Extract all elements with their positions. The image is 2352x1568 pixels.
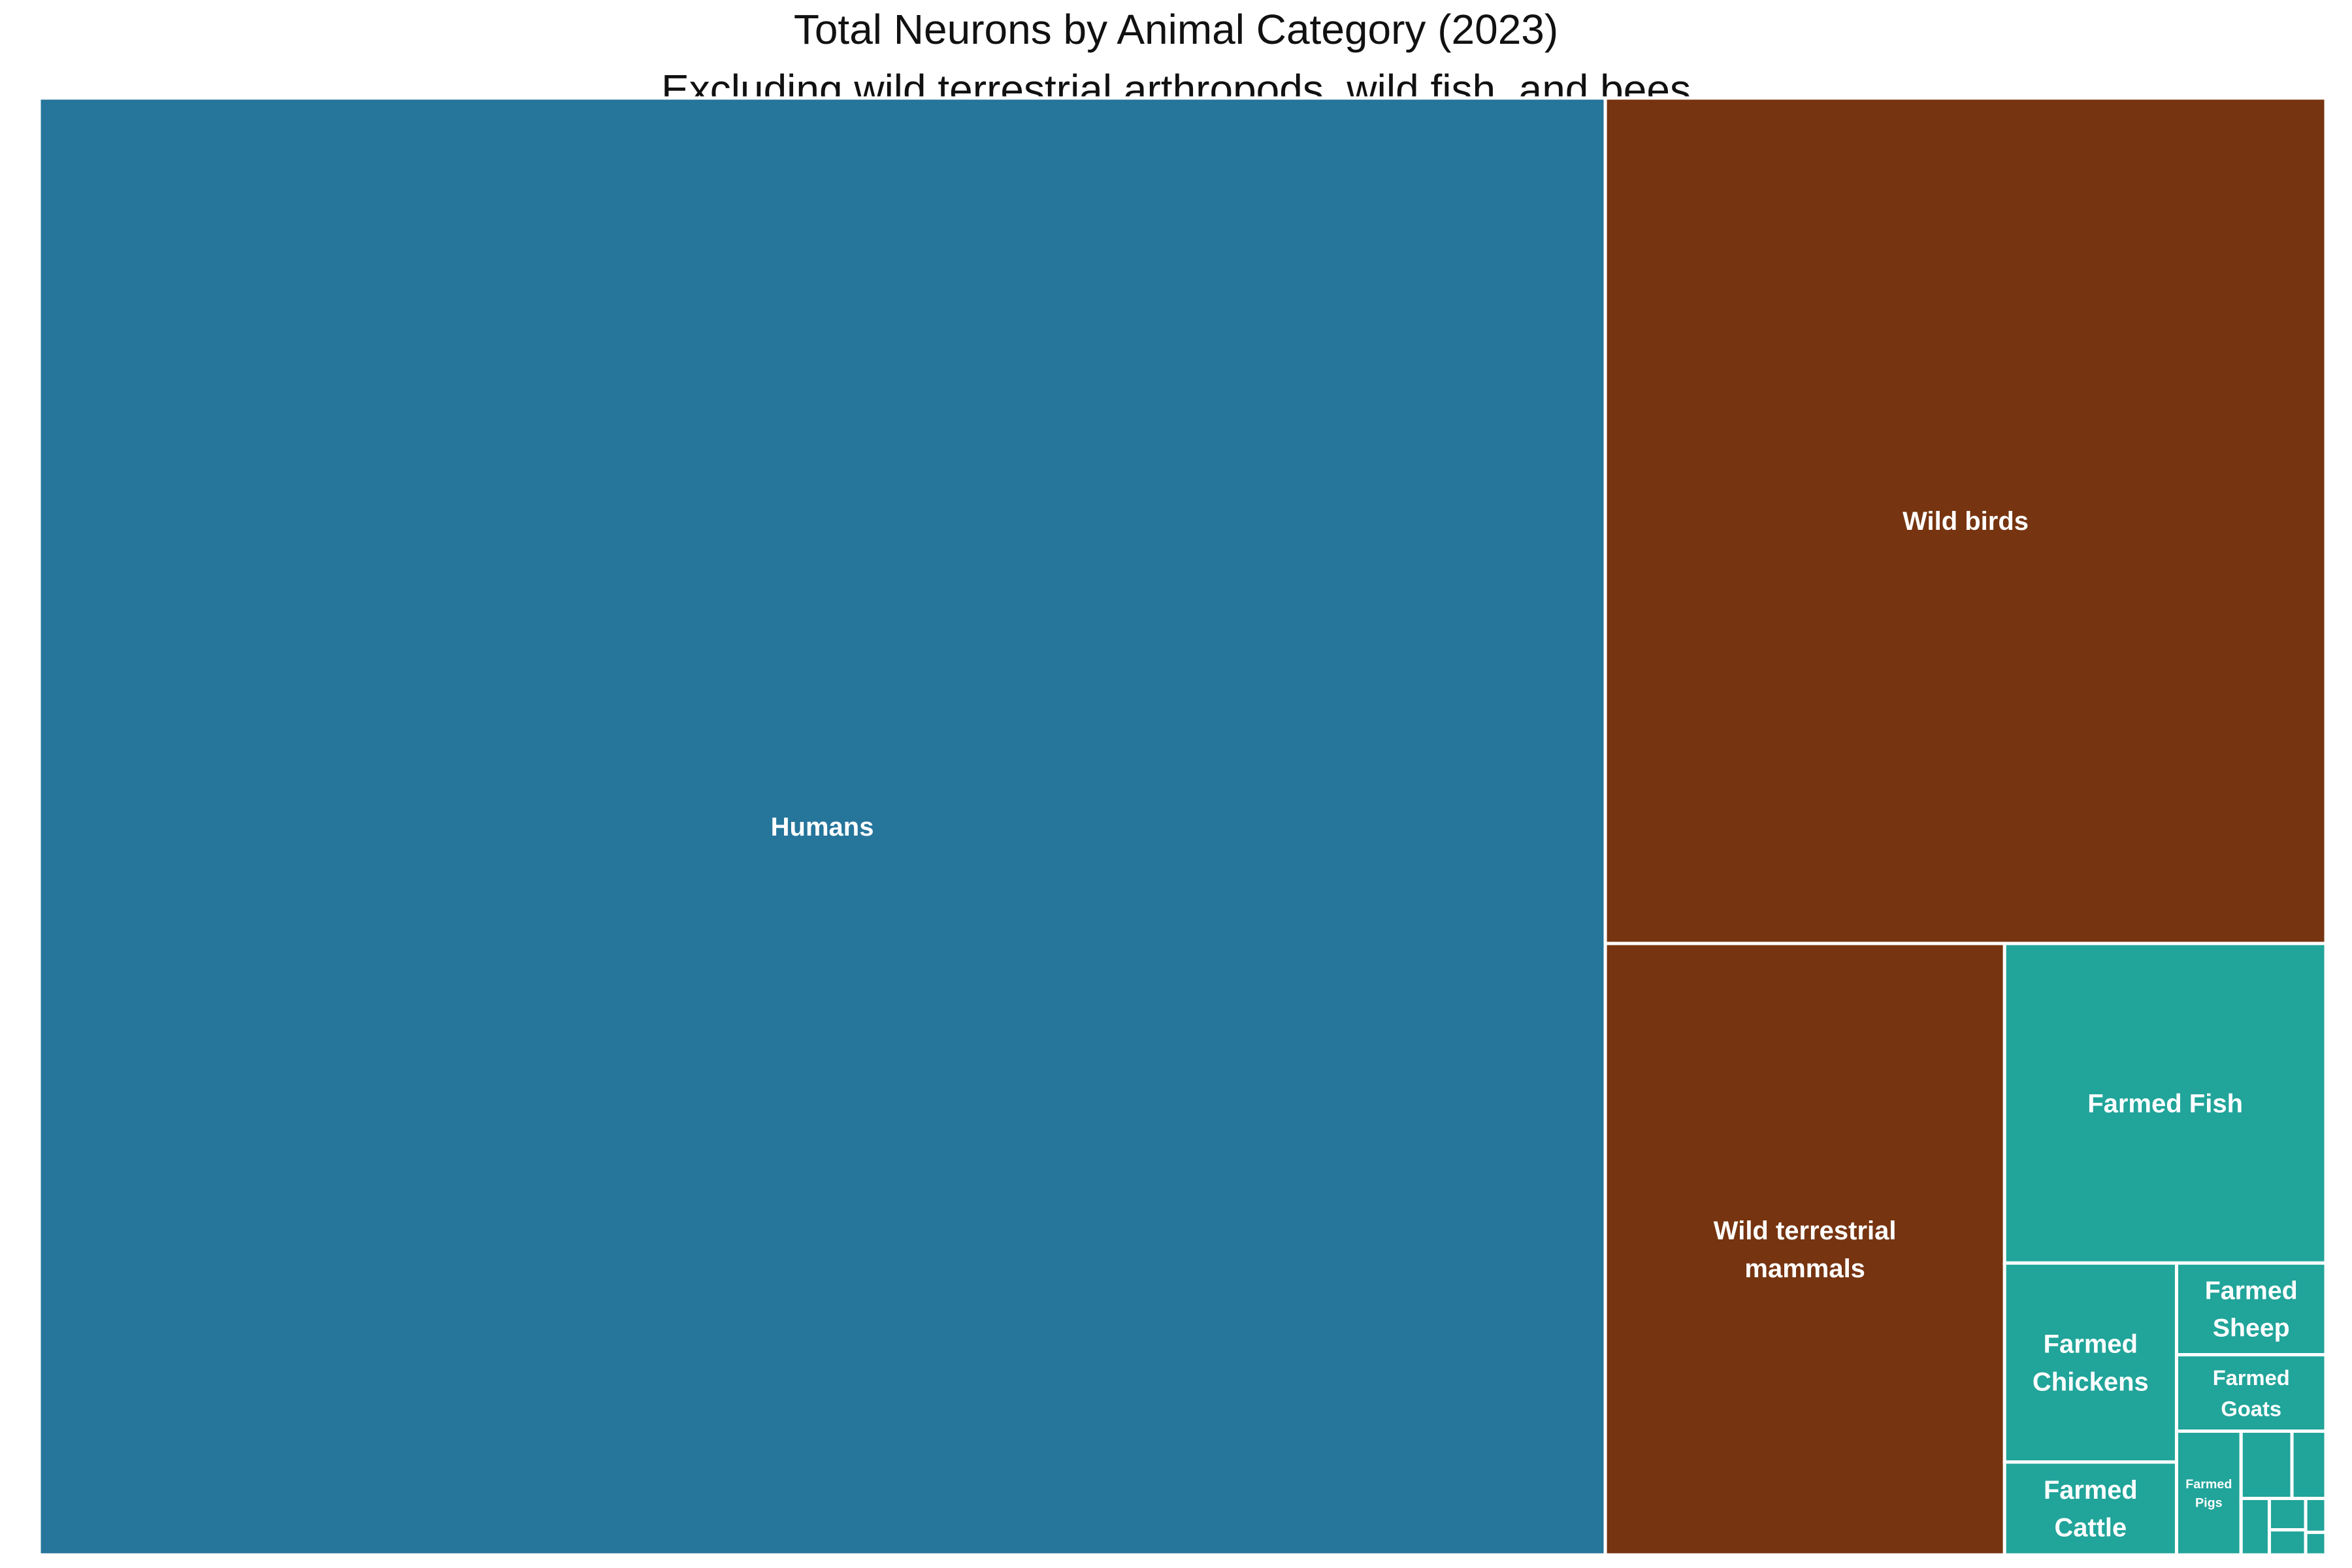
tile-farmed-chickens-label: Farmed Chickens: [2033, 1330, 2149, 1397]
tile-wild-terrestrial-mammals-rect: [1603, 941, 2006, 1557]
tile-farmed-cattle[interactable]: Farmed Cattle: [2002, 1460, 2178, 1557]
tile-unlabeled-10[interactable]: [2290, 1429, 2328, 1501]
tile-farmed-pigs[interactable]: Farmed Pigs: [2174, 1429, 2243, 1557]
tile-farmed-fish[interactable]: Farmed Fish: [2002, 941, 2328, 1265]
tile-farmed-sheep-label: Farmed Sheep: [2205, 1277, 2298, 1343]
tile-wild-terrestrial-mammals-label: Wild terrestrial mammals: [1714, 1217, 1897, 1283]
tile-unlabeled-15-rect: [2304, 1530, 2328, 1557]
tile-unlabeled-9[interactable]: [2239, 1429, 2294, 1501]
tile-wild-terrestrial-mammals[interactable]: Wild terrestrial mammals: [1603, 941, 2006, 1557]
tile-unlabeled-14-rect: [2304, 1497, 2328, 1534]
tile-unlabeled-15[interactable]: [2304, 1530, 2328, 1557]
tile-unlabeled-10-rect: [2290, 1429, 2328, 1501]
tile-humans-rect: [37, 96, 1607, 1557]
tile-unlabeled-14[interactable]: [2304, 1497, 2328, 1534]
tile-farmed-fish-rect: [2002, 941, 2328, 1265]
tile-farmed-fish-label: Farmed Fish: [2087, 1090, 2243, 1119]
tile-humans-label: Humans: [771, 813, 874, 841]
tile-farmed-pigs-rect: [2174, 1429, 2243, 1557]
tile-unlabeled-13-rect: [2267, 1528, 2308, 1557]
tile-wild-birds-label: Wild birds: [1903, 507, 2029, 536]
tile-unlabeled-9-rect: [2239, 1429, 2294, 1501]
tile-farmed-sheep-rect: [2174, 1261, 2328, 1357]
chart-title: Total Neurons by Animal Category (2023): [793, 6, 1559, 53]
tile-unlabeled-11-rect: [2239, 1497, 2271, 1557]
tile-farmed-cattle-label: Farmed Cattle: [2044, 1476, 2138, 1543]
tile-farmed-goats[interactable]: Farmed Goats: [2174, 1353, 2328, 1433]
tile-farmed-chickens[interactable]: Farmed Chickens: [2002, 1261, 2178, 1464]
tile-farmed-pigs-label: Farmed Pigs: [2185, 1477, 2232, 1511]
tile-farmed-goats-label: Farmed Goats: [2213, 1365, 2290, 1420]
tile-farmed-sheep[interactable]: Farmed Sheep: [2174, 1261, 2328, 1357]
tile-farmed-chickens-rect: [2002, 1261, 2178, 1464]
tile-unlabeled-11[interactable]: [2239, 1497, 2271, 1557]
tile-wild-birds[interactable]: Wild birds: [1603, 96, 2328, 945]
tile-unlabeled-13[interactable]: [2267, 1528, 2308, 1557]
tile-farmed-cattle-rect: [2002, 1460, 2178, 1557]
tile-unlabeled-12[interactable]: [2267, 1497, 2308, 1532]
tile-humans[interactable]: Humans: [37, 96, 1607, 1557]
tile-wild-birds-rect: [1603, 96, 2328, 945]
tile-farmed-goats-rect: [2174, 1353, 2328, 1433]
tile-unlabeled-12-rect: [2267, 1497, 2308, 1532]
